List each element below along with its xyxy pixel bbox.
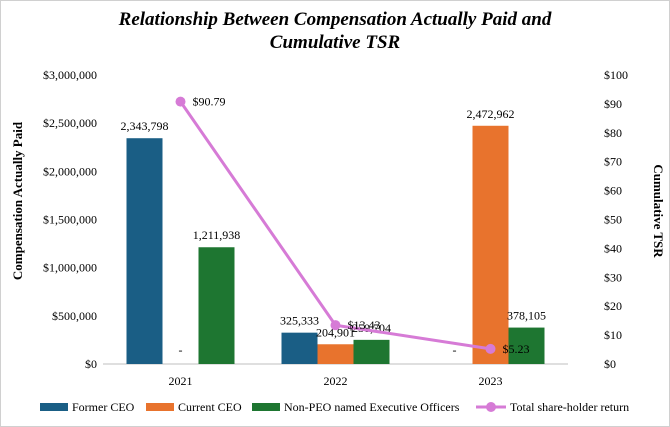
- bar-data-label-empty: -: [453, 343, 457, 357]
- bar-data-label: 2,472,962: [467, 107, 515, 121]
- y2-tick-label: $60: [604, 184, 622, 198]
- bar-current-ceo: [472, 125, 509, 364]
- y2-tick-label: $20: [604, 299, 622, 313]
- y2-tick-label: $50: [604, 213, 622, 227]
- bar-data-label: 325,333: [280, 314, 319, 328]
- y-axis-title: Compensation Actually Paid: [10, 121, 25, 280]
- y2-tick-label: $100: [604, 68, 628, 82]
- bar-current-ceo: [317, 344, 354, 364]
- legend-swatch: [146, 403, 174, 411]
- x-tick-label: 2022: [324, 374, 348, 388]
- y2-tick-label: $0: [604, 357, 616, 371]
- bar-labels: 2,343,798 325,333 - - 204,901 2,472,962 1,211,…: [121, 107, 547, 357]
- legend-swatch: [40, 403, 68, 411]
- bar-data-label: 1,211,938: [193, 228, 241, 242]
- y2-axis-title: Cumulative TSR: [651, 164, 666, 258]
- bar-data-label: 204,901: [316, 325, 355, 339]
- tsr-marker: [485, 343, 496, 354]
- tsr-data-label: $90.79: [193, 95, 226, 109]
- bar-data-label: 2,343,798: [121, 119, 169, 133]
- y2-tick-label: $70: [604, 155, 622, 169]
- y-tick-label: $2,500,000: [43, 116, 97, 130]
- tsr-marker: [175, 96, 186, 107]
- chart-title-line2: Cumulative TSR: [269, 32, 401, 53]
- y2-tick-label: $90: [604, 97, 622, 111]
- y2-tick-label: $30: [604, 270, 622, 284]
- bar-former-ceo: [281, 332, 318, 364]
- legend-marker: [486, 402, 496, 412]
- y2-tick-label: $80: [604, 126, 622, 140]
- bar-data-label: 378,105: [507, 309, 546, 323]
- tsr-data-label: $13.43: [348, 318, 381, 332]
- legend-label: Former CEO: [72, 400, 135, 414]
- bar-non-peo-named-executive-officers: [508, 327, 545, 364]
- y2-tick-label: $10: [604, 328, 622, 342]
- x-tick-label: 2023: [479, 374, 503, 388]
- y-tick-label: $2,000,000: [43, 164, 97, 178]
- y-tick-label: $500,000: [52, 309, 97, 323]
- chart-title-line1: Relationship Between Compensation Actual…: [118, 9, 552, 30]
- bar-group: [126, 125, 545, 364]
- y-tick-label: $3,000,000: [43, 68, 97, 82]
- y-tick-label: $1,000,000: [43, 261, 97, 275]
- y-tick-label: $0: [85, 357, 97, 371]
- tsr-marker: [330, 320, 341, 331]
- bar-non-peo-named-executive-officers: [353, 339, 390, 364]
- bar-data-label-empty: -: [179, 343, 183, 357]
- bar-non-peo-named-executive-officers: [198, 247, 235, 364]
- y2-tick-label: $40: [604, 241, 622, 255]
- tsr-data-label: $5.23: [503, 342, 530, 356]
- tsr-line-group: $90.79 $13.43 $5.23: [175, 95, 530, 356]
- x-tick-label: 2021: [169, 374, 193, 388]
- y-tick-label: $1,500,000: [43, 213, 97, 227]
- left-axis-ticks: $0 $500,000 $1,000,000 $1,500,000 $2,000,000…: [43, 68, 97, 371]
- chart-title: Relationship Between Compensation Actual…: [0, 8, 670, 54]
- legend-label: Total share-holder return: [510, 400, 629, 414]
- legend-swatch: [252, 403, 280, 411]
- legend-label: Non-PEO named Executive Officers: [284, 400, 460, 414]
- legend-label: Current CEO: [178, 400, 242, 414]
- legend: Former CEO Current CEO Non-PEO named Execu…: [40, 400, 629, 414]
- x-axis-ticks: 2021 2022 2023: [169, 374, 503, 388]
- right-axis-ticks: $0 $10 $20 $30 $40 $50 $60 $70 $80 $90 $100: [604, 68, 628, 371]
- bar-former-ceo: [126, 138, 163, 364]
